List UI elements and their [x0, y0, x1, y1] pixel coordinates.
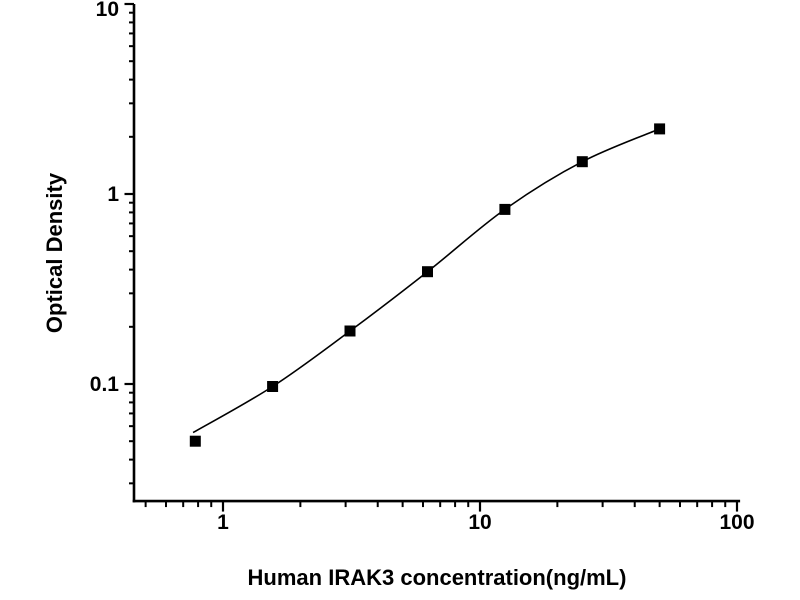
data-point-marker [422, 266, 433, 278]
axis-ticks [124, 2, 739, 512]
y-tick-label: 1 [107, 183, 119, 206]
data-point-marker [576, 156, 588, 168]
y-axis-title: Optical Density [42, 172, 67, 334]
data-point-marker [267, 381, 279, 392]
fit-curve-line [192, 128, 660, 434]
y-tick-label: 0.1 [90, 373, 120, 396]
x-tick-label: 100 [719, 511, 754, 534]
y-tick-label: 10 [96, 0, 119, 21]
tick-labels: 0.1 1 10 1 10 100 [90, 0, 755, 534]
x-tick-label: 10 [468, 511, 491, 534]
data-point-marker [654, 123, 666, 135]
data-point-marker [499, 203, 511, 215]
x-tick-label: 1 [217, 511, 229, 534]
x-axis-title: Human IRAK3 concentration(ng/mL) [247, 565, 627, 590]
data-point-marker [189, 435, 201, 447]
data-points [189, 123, 666, 447]
data-point-marker [344, 325, 356, 337]
